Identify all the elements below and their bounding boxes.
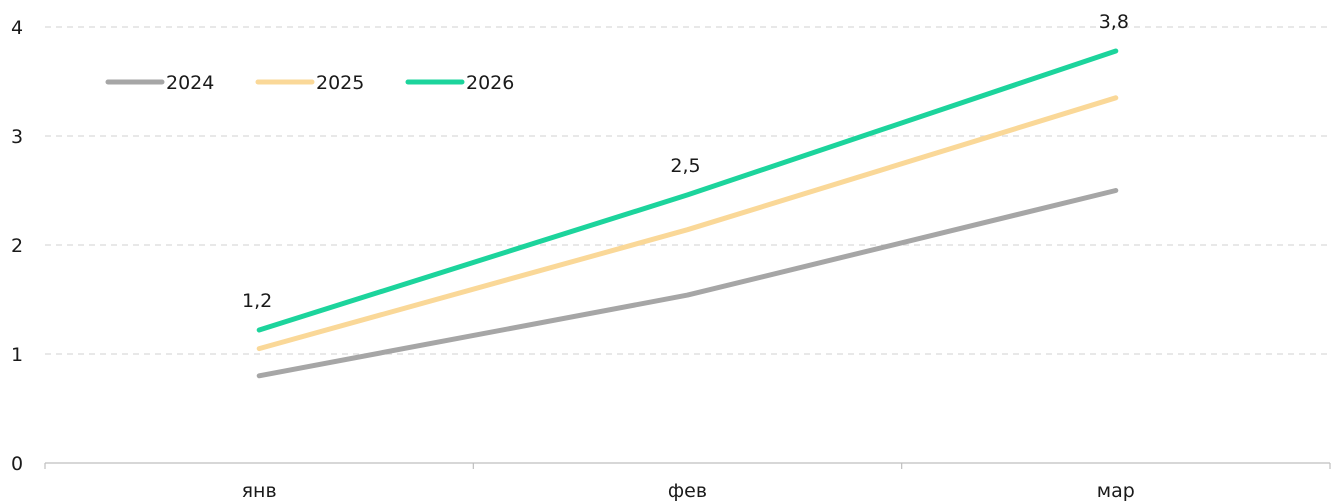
x-axis: янв фев мар	[44, 462, 1331, 502]
x-tick-label: фев	[668, 480, 707, 502]
y-tick-label: 4	[11, 17, 23, 39]
y-tick-label: 3	[11, 126, 23, 148]
data-label: 1,2	[242, 290, 272, 312]
series-line-2026	[256, 48, 1119, 333]
data-label: 2,5	[670, 155, 700, 177]
legend-label: 2026	[466, 72, 514, 94]
y-axis-ticks: 0 1 2 3 4	[11, 17, 23, 475]
x-tick-label: мар	[1097, 480, 1135, 502]
data-labels: 1,2 2,5 3,8	[242, 11, 1129, 312]
legend-label: 2024	[166, 72, 214, 94]
x-tick-label: янв	[242, 480, 277, 502]
y-tick-label: 1	[11, 344, 23, 366]
legend: 2024 2025 2026	[105, 72, 514, 94]
y-tick-label: 0	[11, 453, 23, 475]
y-tick-label: 2	[11, 235, 23, 257]
legend-label: 2025	[316, 72, 364, 94]
series-line-2024	[256, 188, 1119, 379]
data-label: 3,8	[1099, 11, 1129, 33]
gridlines	[45, 26, 1330, 355]
series-line-2025	[256, 95, 1119, 352]
series-lines	[256, 48, 1119, 379]
